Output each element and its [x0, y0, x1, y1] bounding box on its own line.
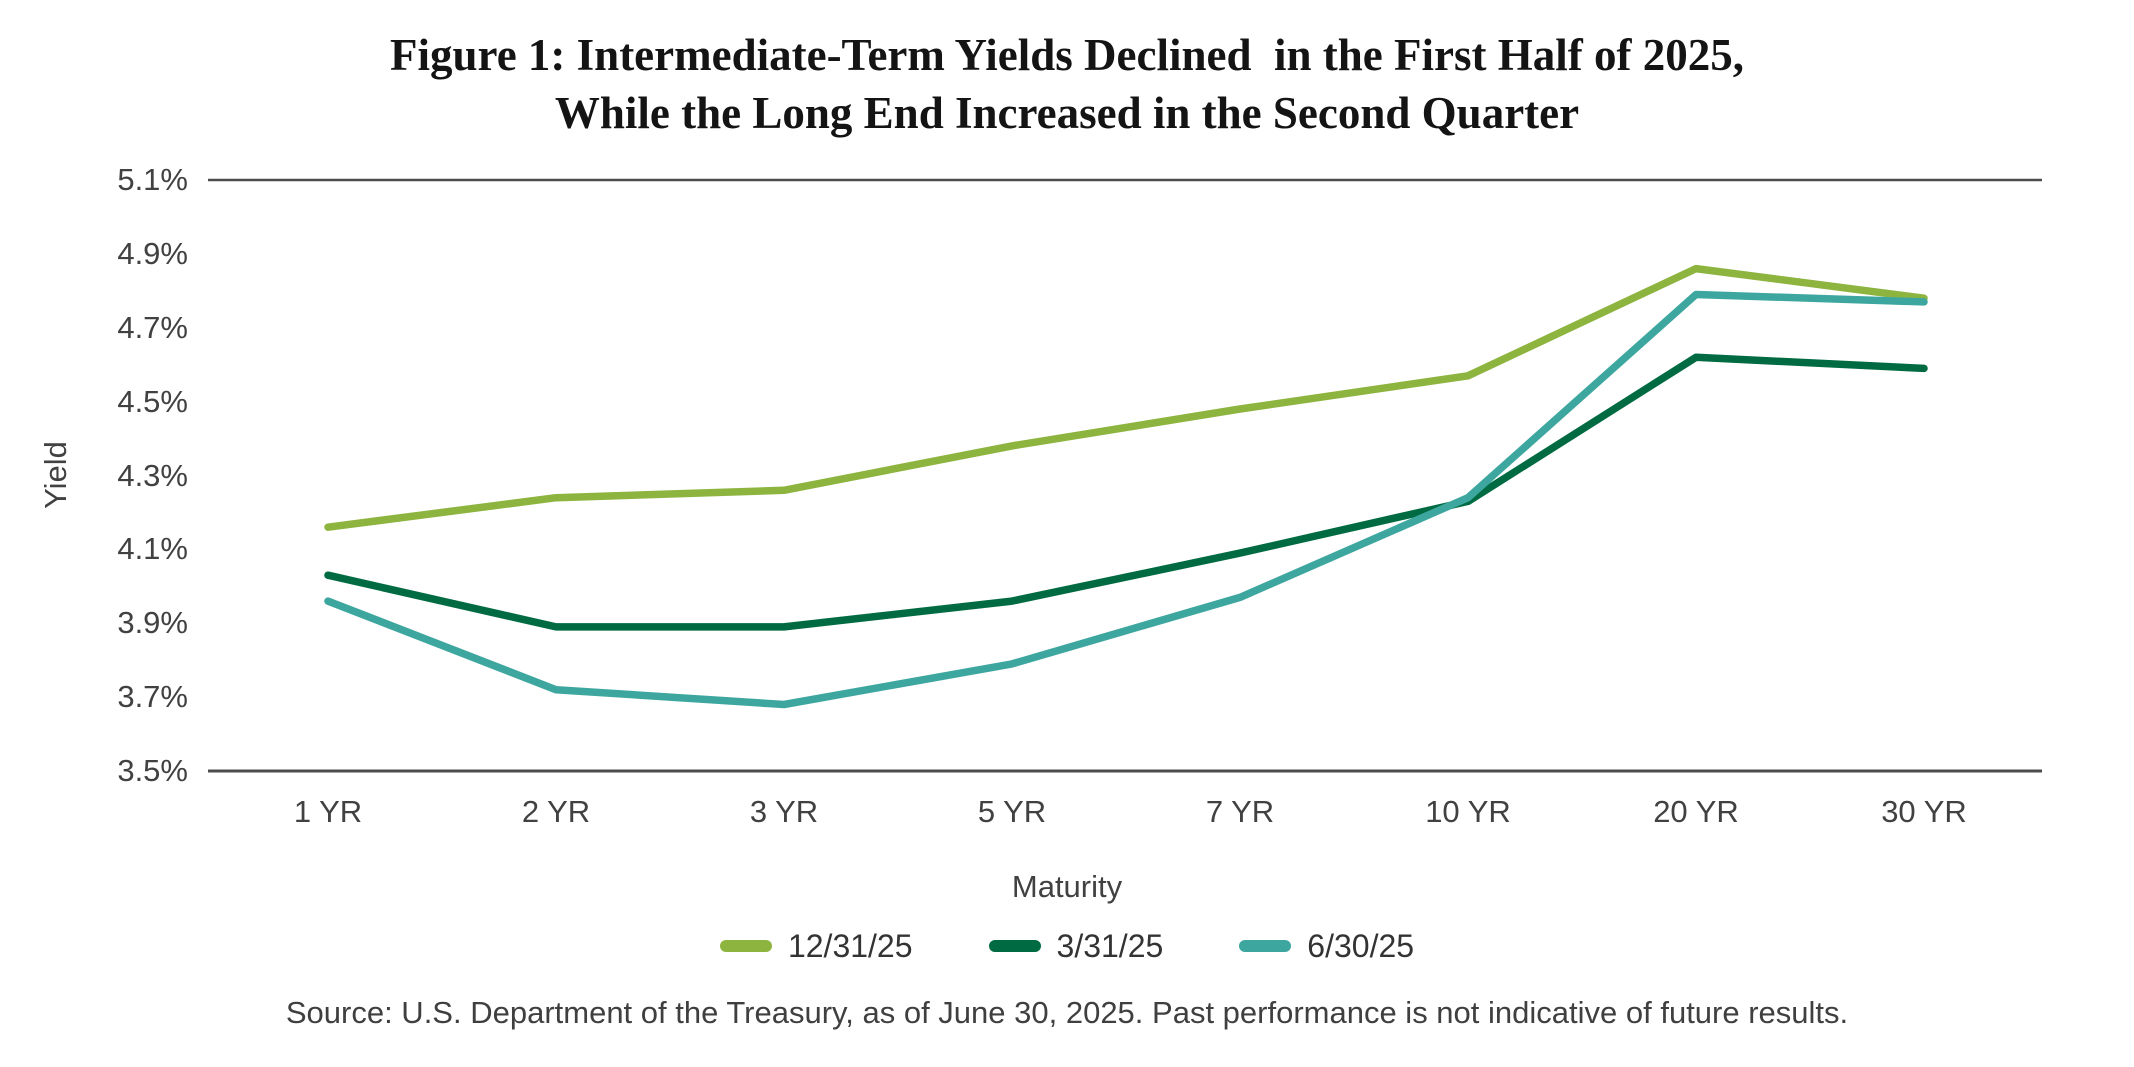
x-tick-label: 5 YR [977, 794, 1047, 829]
legend-swatch-icon [1239, 940, 1292, 952]
y-tick-label: 3.9% [117, 605, 188, 641]
x-tick-label: 10 YR [1425, 794, 1511, 829]
y-tick-label: 4.9% [117, 235, 188, 271]
chart-title: Figure 1: Intermediate-Term Yields Decli… [0, 26, 2134, 142]
x-axis-title: Maturity [1011, 869, 1123, 904]
series-line-6-30-25 [324, 290, 1928, 709]
y-axis-title: Yield [38, 441, 73, 509]
x-tick-label: 7 YR [1205, 794, 1275, 829]
series-line-12-31-25 [324, 264, 1928, 531]
chart-title-line-2: While the Long End Increased in the Seco… [554, 88, 1580, 138]
y-tick-label: 5.1% [117, 162, 188, 197]
x-tick-label: 3 YR [749, 794, 819, 829]
series-line-3-31-25 [324, 353, 1928, 631]
legend-swatch-icon [988, 940, 1041, 952]
source-note: Source: U.S. Department of the Treasury,… [285, 995, 1849, 1030]
y-tick-label: 4.3% [117, 457, 188, 493]
legend-label: 12/31/25 [787, 928, 913, 964]
chart-title-line-1: Figure 1: Intermediate-Term Yields Decli… [390, 30, 1744, 80]
legend-item: 3/31/25 [988, 926, 1164, 966]
legend-swatch-icon [719, 940, 772, 952]
x-tick-label: 20 YR [1653, 794, 1739, 829]
y-tick-label: 4.7% [117, 309, 188, 345]
legend-label: 6/30/25 [1307, 928, 1415, 964]
y-tick-label: 4.5% [117, 383, 188, 419]
legend-label: 3/31/25 [1056, 928, 1164, 964]
x-tick-label: 30 YR [1881, 794, 1967, 829]
y-tick-label: 3.5% [117, 753, 188, 788]
y-tick-label: 3.7% [117, 679, 188, 715]
legend-item: 12/31/25 [719, 926, 913, 966]
x-tick-label: 2 YR [521, 794, 591, 829]
y-tick-label: 4.1% [117, 531, 188, 567]
legend-item: 6/30/25 [1239, 926, 1414, 966]
x-tick-label: 1 YR [293, 794, 363, 829]
legend: 12/31/25 3/31/25 6/30/25 [0, 926, 2134, 966]
